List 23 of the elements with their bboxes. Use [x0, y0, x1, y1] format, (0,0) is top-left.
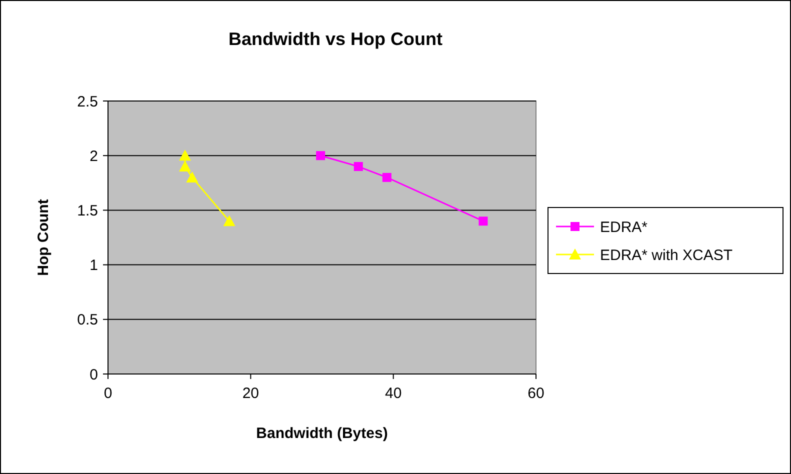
x-tick-label: 60 [528, 385, 544, 402]
y-tick-label: 0 [90, 366, 98, 384]
legend-label: EDRA* with XCAST [600, 246, 733, 264]
x-tick-label: 0 [104, 385, 112, 402]
point [179, 150, 192, 161]
y-tick-label: 2.5 [77, 93, 98, 110]
point [382, 172, 392, 182]
y-tick-label: 1.5 [77, 202, 98, 220]
point [223, 215, 236, 226]
chart-title: Bandwidth vs Hop Count [228, 29, 442, 49]
x-tick-label: 40 [384, 385, 402, 402]
x-tick-label: 20 [242, 385, 260, 402]
point [179, 160, 192, 172]
point [186, 171, 198, 182]
legend-label: EDRA* [600, 218, 648, 236]
y-tick-label: 0.5 [77, 312, 98, 329]
y-tick-label: 2 [90, 148, 98, 165]
point [478, 216, 488, 226]
point [316, 151, 326, 160]
y-axis-title: Hop Count [35, 199, 52, 276]
point [354, 162, 363, 172]
x-axis-title: Bandwidth (Bytes) [256, 425, 388, 442]
y-tick-label: 1 [90, 257, 98, 274]
